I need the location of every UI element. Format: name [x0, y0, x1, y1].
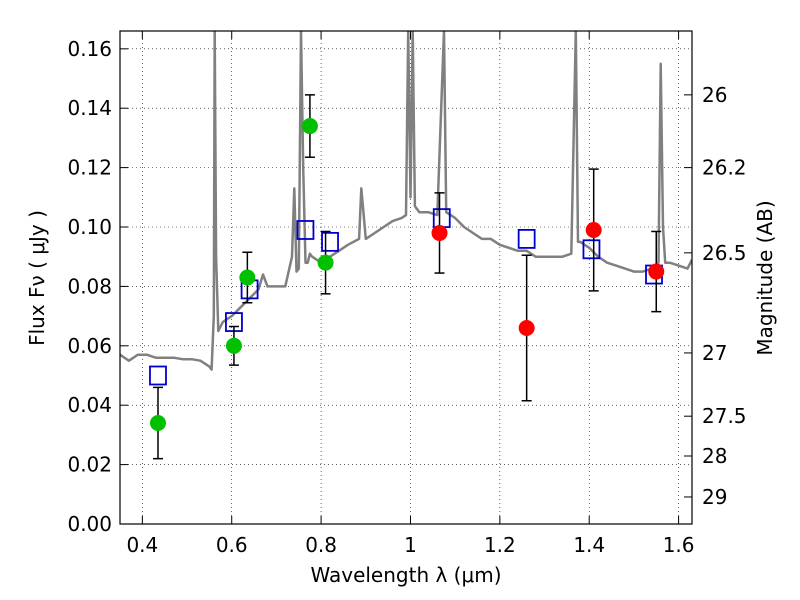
model-band-square — [296, 220, 315, 240]
y-tick-label: 0.04 — [67, 393, 112, 417]
x-tick-label: 1.2 — [484, 533, 516, 557]
y-axis-ticks: 0.00 0.02 0.04 0.06 0.08 0.10 0.12 0.14 0.16 — [67, 37, 128, 536]
photometry-point — [239, 269, 256, 286]
photometry-points — [149, 94, 665, 460]
right-axis-label: Magnitude (AB) — [753, 200, 777, 355]
photometry-point — [431, 224, 448, 241]
right-tick-label: 27 — [702, 341, 727, 365]
right-axis-ticks: 26 26.2 26.5 27 27.5 28 29 — [684, 83, 747, 509]
model-band-square — [582, 239, 601, 260]
x-tick-label: 0.6 — [216, 533, 248, 557]
model-band-square — [149, 365, 167, 386]
x-tick-label: 1.6 — [663, 533, 695, 557]
spectrum-line — [120, 31, 692, 371]
model-band-square — [517, 228, 536, 249]
plot-frame — [119, 30, 693, 525]
photometry-point — [301, 118, 318, 135]
photometry-point — [518, 319, 535, 336]
y-tick-label: 0.16 — [67, 37, 112, 61]
x-tick-label: 1 — [404, 533, 417, 557]
right-tick-label: 28 — [702, 444, 727, 468]
y-axis-label: Flux Fν ( μJy ) — [25, 210, 49, 346]
x-tick-label: 0.8 — [305, 533, 337, 557]
y-tick-label: 0.10 — [67, 215, 112, 239]
photometry-point — [317, 254, 334, 271]
photometry-point — [225, 337, 242, 354]
model-spectrum — [120, 31, 692, 371]
y-tick-label: 0.08 — [67, 274, 112, 298]
x-axis-label: Wavelength λ (μm) — [310, 563, 501, 587]
y-tick-label: 0.12 — [67, 156, 112, 180]
y-tick-label: 0.00 — [67, 512, 112, 536]
x-tick-label: 0.4 — [126, 533, 158, 557]
right-tick-label: 26.2 — [702, 156, 747, 180]
y-tick-label: 0.02 — [67, 453, 112, 477]
model-band-square — [321, 231, 339, 252]
grid-lines — [120, 31, 692, 525]
right-tick-label: 26.5 — [702, 241, 747, 265]
right-tick-label: 29 — [702, 485, 727, 509]
right-tick-label: 26 — [702, 83, 727, 107]
x-tick-label: 1.4 — [573, 533, 605, 557]
photometry-point — [585, 221, 602, 238]
y-tick-label: 0.14 — [67, 96, 112, 120]
photometry-point — [648, 263, 665, 280]
photometry-point — [149, 415, 166, 432]
x-axis-ticks: 0.4 0.6 0.8 1 1.2 1.4 1.6 — [126, 31, 695, 557]
y-tick-label: 0.06 — [67, 334, 112, 358]
right-tick-label: 27.5 — [702, 404, 747, 428]
